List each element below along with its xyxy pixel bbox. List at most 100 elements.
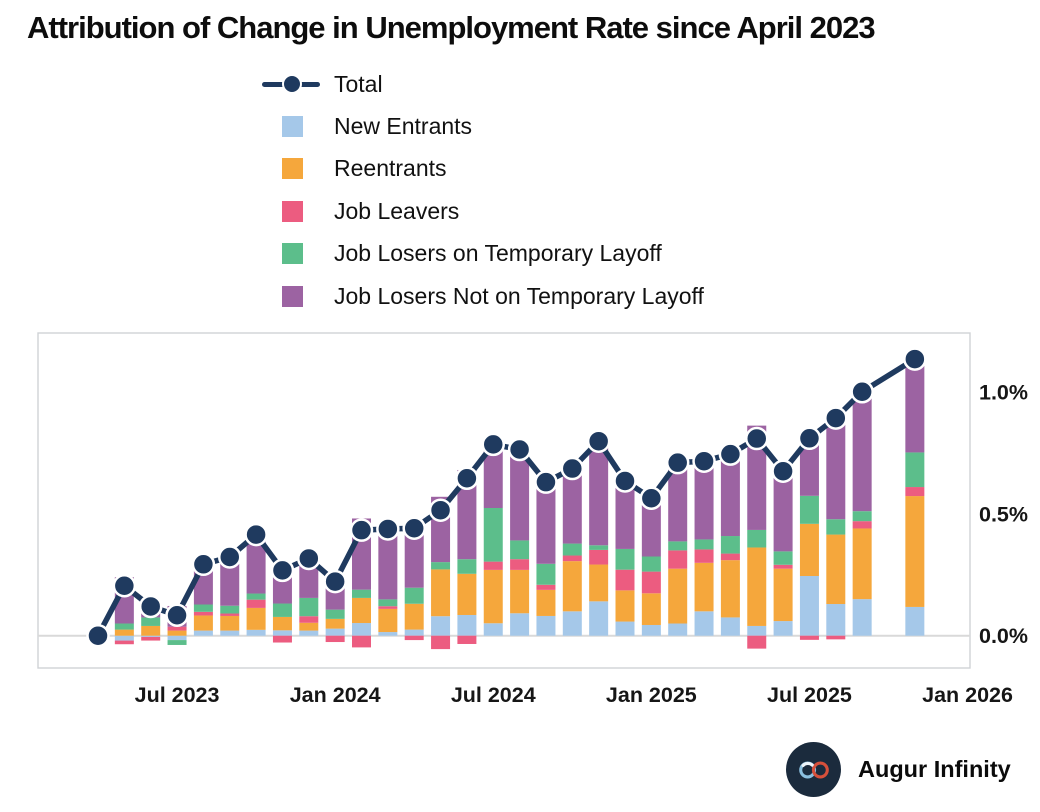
bar-segment xyxy=(747,425,767,530)
bar-segment xyxy=(457,635,477,644)
total-point xyxy=(376,517,400,541)
bar-segment xyxy=(510,449,530,541)
bar-segment xyxy=(483,508,503,562)
bar-segment xyxy=(852,511,872,522)
bar-segment xyxy=(905,359,925,453)
bar-segment xyxy=(562,561,582,612)
y-tick-label: 0.0% xyxy=(979,624,1028,648)
total-point xyxy=(560,456,585,481)
bar-segment xyxy=(720,617,740,636)
bar-segment xyxy=(905,496,925,607)
y-tick-label: 0.5% xyxy=(979,502,1028,526)
bar-segment xyxy=(773,568,793,622)
bar-segment xyxy=(615,548,635,570)
total-point xyxy=(797,426,822,451)
bar-segment xyxy=(431,562,451,570)
bar-segment xyxy=(747,635,767,649)
bar-segment xyxy=(905,606,925,636)
bar-segment xyxy=(720,454,740,537)
total-line-marker-icon xyxy=(262,73,332,95)
bar-segment xyxy=(299,597,319,617)
total-point xyxy=(244,522,268,547)
bar-segment xyxy=(773,471,793,552)
bar-segment xyxy=(141,625,161,636)
total-point xyxy=(402,516,426,540)
bar-segment xyxy=(141,636,161,641)
bar-segment xyxy=(562,543,582,556)
bar-segment xyxy=(641,624,661,636)
bar-segment xyxy=(483,569,503,624)
total-point xyxy=(138,594,163,619)
chart-legend: Total New Entrants Reentrants Job Leaver… xyxy=(262,63,704,317)
bar-segment xyxy=(536,563,556,585)
bar-segment xyxy=(615,480,635,549)
total-point xyxy=(481,432,505,457)
bar-segment xyxy=(404,587,424,604)
bar-segment xyxy=(799,495,819,524)
bar-segment xyxy=(193,604,213,612)
total-point xyxy=(692,449,716,473)
infinity-icon xyxy=(786,742,841,797)
bar-segment xyxy=(852,528,872,600)
bar-segment xyxy=(589,441,609,546)
bar-segment xyxy=(114,640,134,645)
bar-segment xyxy=(193,630,213,636)
total-point xyxy=(428,498,453,522)
bar-segment xyxy=(668,550,688,569)
bar-segment xyxy=(299,622,319,631)
bar-segment xyxy=(193,611,213,616)
total-point xyxy=(86,623,110,648)
y-tick-label: 1.0% xyxy=(979,381,1028,405)
legend-swatch-job-leavers-icon xyxy=(282,200,303,222)
bar-segment xyxy=(615,621,635,636)
bar-segment xyxy=(220,613,240,616)
legend-label-job-leavers: Job Leavers xyxy=(334,197,460,224)
bar-segment xyxy=(720,560,740,618)
bar-segment xyxy=(510,559,530,570)
legend-item-job-leavers: Job Leavers xyxy=(262,190,704,232)
bar-segment xyxy=(483,561,503,570)
brand-logo: Augur Infinity xyxy=(786,742,1011,797)
bar-segment xyxy=(246,599,266,608)
bar-segment xyxy=(562,468,582,544)
bar-segment xyxy=(404,635,424,641)
bar-segment xyxy=(220,630,240,636)
bar-segment xyxy=(510,540,530,560)
x-tick-label: Jul 2023 xyxy=(135,683,220,707)
bar-segment xyxy=(799,635,819,640)
bar-segment xyxy=(615,590,635,622)
bar-segment xyxy=(378,606,398,609)
bar-segment xyxy=(799,523,819,576)
bar-segment xyxy=(167,635,187,641)
total-point xyxy=(613,469,637,493)
total-point xyxy=(165,603,189,627)
bar-segment xyxy=(747,547,767,626)
bar-segment xyxy=(852,599,872,636)
legend-item-job-losers-temp: Job Losers on Temporary Layoff xyxy=(262,233,704,275)
bar-segment xyxy=(641,498,661,557)
bar-segment xyxy=(826,534,846,605)
bar-segment xyxy=(352,635,371,648)
bar-segment xyxy=(641,571,661,594)
x-tick-label: Jul 2025 xyxy=(767,683,852,707)
bar-segment xyxy=(694,562,714,612)
bar-segment xyxy=(510,613,530,636)
bar-segment xyxy=(826,635,846,640)
total-point xyxy=(191,552,216,577)
bar-segment xyxy=(220,556,240,606)
bar-segment xyxy=(431,569,451,617)
total-point xyxy=(586,429,611,453)
bar-segment xyxy=(694,549,714,563)
bar-segment xyxy=(431,635,451,650)
bar-segment xyxy=(773,551,793,565)
bar-segment xyxy=(589,564,609,602)
bar-segment xyxy=(536,482,556,564)
bar-segment xyxy=(167,630,187,636)
bar-segment xyxy=(799,434,819,496)
bar-segment xyxy=(510,569,530,614)
total-point xyxy=(507,437,532,462)
legend-label-new-entrants: New Entrants xyxy=(334,113,473,140)
total-point xyxy=(771,459,795,483)
